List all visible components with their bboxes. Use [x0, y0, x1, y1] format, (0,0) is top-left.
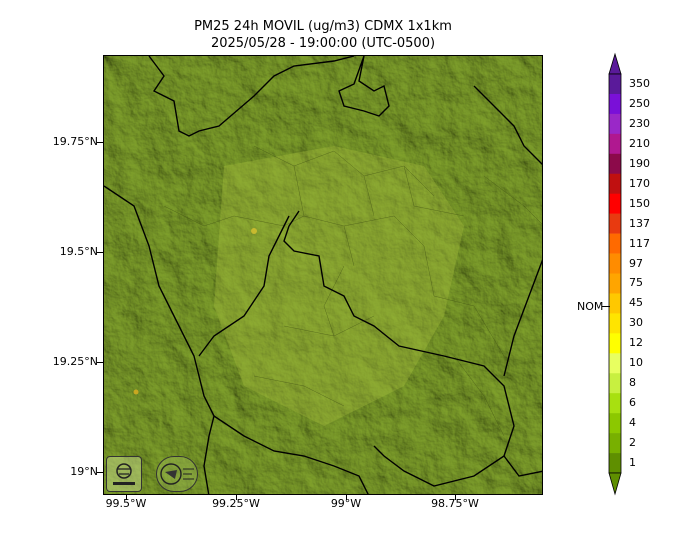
lon-tick: [126, 495, 127, 500]
colorbar-segment: [609, 93, 621, 115]
colorbar-segment: [609, 313, 621, 334]
lon-label: 98.75°W: [431, 497, 479, 510]
colorbar-label: 6: [629, 396, 636, 410]
nom-tick: [602, 306, 610, 307]
colorbar-segment: [609, 373, 621, 394]
colorbar-label: 170: [629, 176, 650, 190]
colorbar-segment: [609, 433, 621, 454]
colorbar-label: 350: [629, 76, 650, 90]
state-boundaries: [104, 56, 542, 494]
colorbar-segment: [609, 213, 621, 234]
map-title: PM25 24h MOVIL (ug/m3) CDMX 1x1km: [194, 19, 452, 34]
hotspot-marker: [251, 228, 257, 234]
colorbar-segment: [609, 233, 621, 254]
lat-tick: [97, 362, 103, 363]
sedema-logo-icon: [106, 456, 142, 492]
colorbar-segment: [609, 393, 621, 414]
inventory-seal-icon: [156, 456, 198, 492]
colorbar-label: 10: [629, 356, 643, 370]
lon-tick: [346, 495, 347, 500]
colorbar-segment: [609, 74, 621, 95]
lon-label: 99.25°W: [212, 497, 260, 510]
colorbar-segment: [609, 453, 621, 474]
municipality-borders: [163, 145, 542, 437]
colorbar-label: 210: [629, 136, 650, 150]
colorbar-label: 2: [629, 436, 636, 450]
colorbar-label: 250: [629, 96, 650, 110]
colorbar-label: 97: [629, 256, 643, 270]
lat-tick: [97, 142, 103, 143]
hotspot-marker: [133, 389, 139, 395]
colorbar-segment: [609, 293, 621, 314]
colorbar: [608, 52, 622, 496]
lon-label: 99.5°W: [105, 497, 147, 510]
lon-label: 99°W: [330, 497, 362, 510]
terrain-map: [104, 56, 542, 494]
terrain-relief: [104, 56, 542, 494]
colorbar-segment: [609, 153, 621, 175]
colorbar-segment: [609, 193, 621, 214]
colorbar-extend-bottom: [608, 472, 622, 496]
lat-label: 19.75°N: [52, 135, 98, 148]
colorbar-segment: [609, 353, 621, 374]
colorbar-segment: [609, 333, 621, 354]
lat-label: 19.25°N: [52, 355, 98, 368]
nom-label: NOM: [577, 300, 604, 313]
colorbar-label: 30: [629, 316, 643, 330]
colorbar-label: 4: [629, 416, 636, 430]
map-panel[interactable]: [103, 55, 543, 495]
colorbar-label: 150: [629, 196, 650, 210]
map-timestamp: 2025/05/28 - 19:00:00 (UTC-0500): [210, 36, 436, 51]
colorbar-segment: [609, 133, 621, 155]
colorbar-label: 230: [629, 116, 650, 130]
lon-tick: [455, 495, 456, 500]
colorbar-segment: [609, 113, 621, 135]
colorbar-label: 1: [629, 456, 636, 470]
colorbar-segment: [609, 413, 621, 434]
colorbar-label: 8: [629, 376, 636, 390]
colorbar-label: 117: [629, 236, 650, 250]
colorbar-label: 12: [629, 336, 643, 350]
valley-area: [214, 146, 464, 426]
colorbar-label: 75: [629, 276, 643, 290]
lat-label: 19.5°N: [59, 245, 98, 258]
colorbar-label: 190: [629, 156, 650, 170]
colorbar-segment: [609, 273, 621, 294]
lat-tick: [97, 472, 103, 473]
lat-tick: [97, 252, 103, 253]
lon-tick: [236, 495, 237, 500]
colorbar-label: 45: [629, 296, 643, 310]
colorbar-extend-top: [608, 52, 622, 75]
colorbar-segment: [609, 253, 621, 274]
colorbar-label: 137: [629, 216, 650, 230]
lat-label: 19°N: [70, 465, 98, 478]
colorbar-segment: [609, 173, 621, 194]
